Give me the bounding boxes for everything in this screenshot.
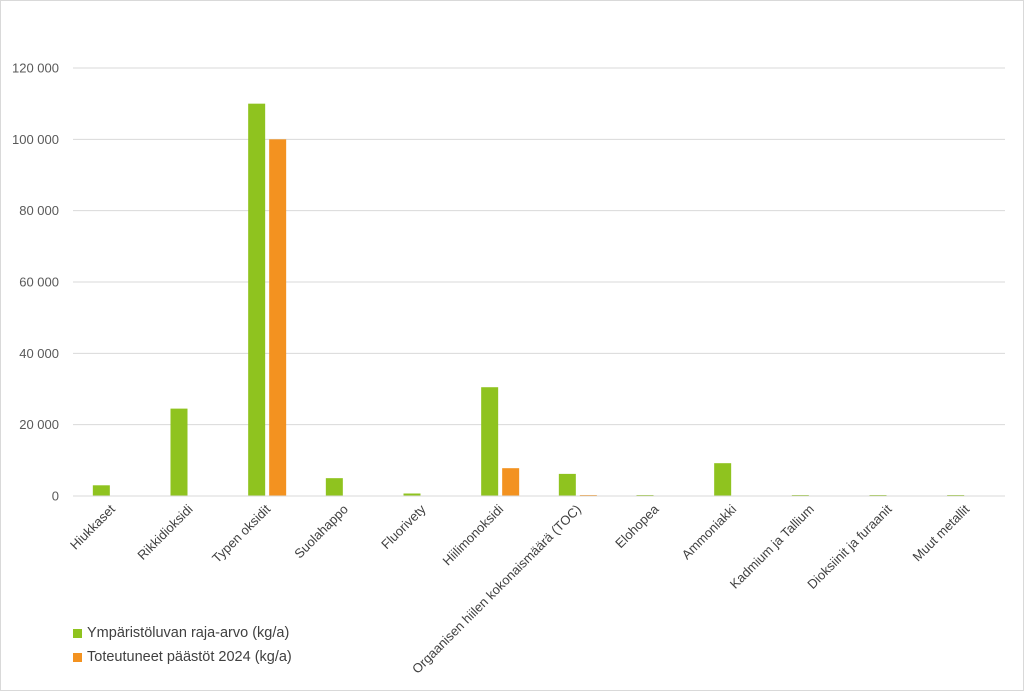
x-category-label: Fluorivety: [378, 501, 429, 552]
legend-item-actual: Toteutuneet päästöt 2024 (kg/a): [73, 645, 292, 669]
x-category-label: Typen oksidit: [209, 501, 274, 566]
y-tick-label: 20 000: [19, 417, 59, 432]
y-axis-tick-labels: 0 20 000 40 000 60 000 80 000 100 000 120 000: [12, 61, 59, 504]
legend-item-limit: Ympäristöluvan raja-arvo (kg/a): [73, 621, 292, 645]
legend-swatch-limit: [73, 628, 82, 638]
bar-limit: [325, 478, 343, 496]
bar-actual: [502, 468, 520, 496]
x-category-label: Rikkidioksidi: [134, 501, 195, 562]
bar-limit: [248, 103, 266, 497]
bars: [92, 103, 965, 497]
x-category-label: Elohopea: [612, 501, 662, 551]
x-category-label: Hiilimonoksidi: [439, 501, 506, 568]
bar-limit: [481, 387, 499, 496]
y-tick-label: 60 000: [19, 275, 59, 290]
x-category-label: Hiukkaset: [67, 501, 118, 552]
x-category-label: Ammoniakki: [679, 501, 740, 562]
bar-limit: [714, 463, 732, 496]
bar-limit: [558, 473, 576, 496]
x-category-label: Muut metallit: [910, 501, 973, 564]
y-tick-label: 80 000: [19, 203, 59, 218]
x-category-label: Suolahappo: [291, 502, 351, 562]
y-tick-label: 120 000: [12, 61, 59, 76]
x-category-label: Dioksiinit ja furaanit: [804, 501, 895, 592]
bar-actual: [269, 139, 287, 497]
legend-label-actual: Toteutuneet päästöt 2024 (kg/a): [87, 649, 292, 665]
legend: Ympäristöluvan raja-arvo (kg/a) Toteutun…: [73, 621, 292, 669]
bar-limit: [92, 485, 110, 496]
legend-label-limit: Ympäristöluvan raja-arvo (kg/a): [87, 625, 290, 641]
x-category-label: Orgaanisen hiilen kokonaismäärä (TOC): [409, 502, 584, 677]
y-tick-label: 100 000: [12, 132, 59, 147]
y-tick-label: 40 000: [19, 346, 59, 361]
gridlines: [73, 67, 1005, 426]
legend-swatch-actual: [73, 652, 82, 662]
bar-limit: [170, 408, 188, 496]
x-category-label: Kadmium ja Tallium: [727, 502, 817, 592]
bar-limit: [403, 493, 421, 496]
y-tick-label: 0: [52, 489, 59, 504]
